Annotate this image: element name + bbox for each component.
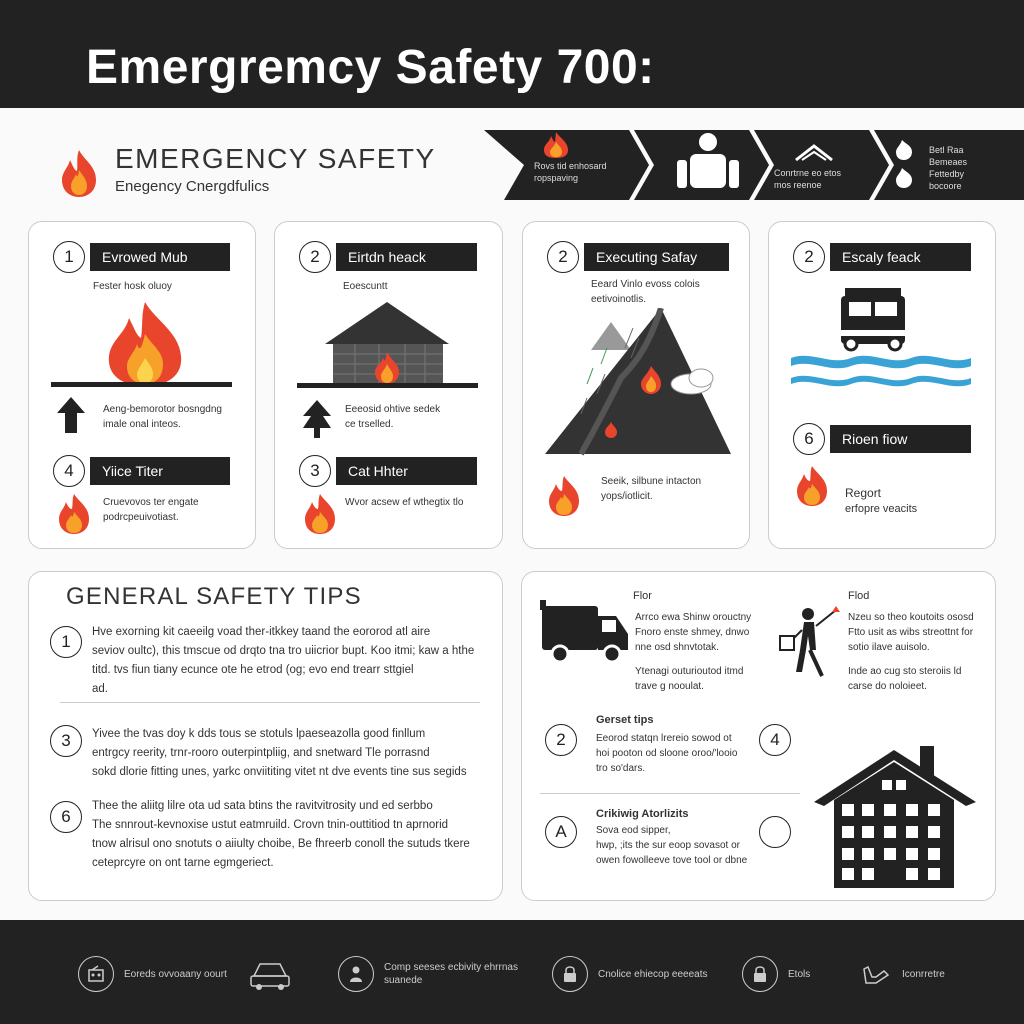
lock-icon [742, 956, 778, 992]
evacuating-person-icon [779, 606, 840, 677]
card-2-step-number: 2 [299, 241, 331, 273]
arrow-up-icon [57, 397, 85, 433]
flame-icon [549, 476, 579, 516]
footer-text-5: Etols [788, 968, 811, 980]
tip-divider [60, 702, 480, 703]
card-2-text-2: Wvor acsew ef wthegtix tlo [345, 497, 464, 508]
banner-step-1: Rovs tid enhosard ropspaving [534, 161, 607, 183]
page-title: Emergremcy Safety 700: [86, 41, 655, 94]
building-icon [814, 746, 976, 888]
footer-text-4: Cnolice ehiecop eeeeats [598, 968, 708, 980]
safety-card-3: Executing Safay 2 Eeard Vinlo evoss colo… [522, 221, 750, 549]
person-icon [338, 956, 374, 992]
flame-icon [59, 494, 89, 534]
guide-letter-a: A [545, 816, 577, 848]
footer-item-lock-1[interactable]: Cnolice ehiecop eeeeats [552, 944, 708, 1004]
flod-text-2: Inde ao cug sto steroiis ld carse do nol… [848, 666, 962, 692]
mountain-wildfire-icon [545, 308, 731, 456]
alerts-text: Sova eod sipper, hwp, ;its the sur eoop … [596, 825, 748, 866]
card-1-text-1: Aeng-bemorotor bosngdng imale onal inteo… [103, 404, 222, 430]
card-3-step-number: 2 [547, 241, 579, 273]
card-2-text-1: Eeeosid ohtive sedek ce trselled. [345, 404, 441, 430]
card-1-step-number-2: 4 [53, 455, 85, 487]
flood-vehicle-icon [791, 288, 971, 387]
guide-divider [540, 793, 800, 794]
card-1-title-2: Yiice Titer [90, 457, 230, 485]
footer-item-car[interactable] [248, 944, 294, 1004]
general-tips-title: GENERAL SAFETY TIPS [66, 583, 362, 610]
section-subtitle: Enegency Cnergdfulics [115, 178, 270, 195]
section-title: EMERGENCY SAFETY [115, 143, 436, 174]
footer-text-1: Eoreds ovvoaany oourt [124, 968, 227, 980]
footer-item-radio[interactable]: Eoreds ovvoaany oourt [78, 944, 227, 1004]
card-2-title-2: Cat Hhter [336, 457, 477, 485]
flor-text-2: Ytenagi outurioutod itmd trave g nooulat… [635, 666, 744, 692]
banner-step-3: Betl Raa Bemeaes [929, 145, 968, 167]
card-1-text-2: Cruevovos ter engate podrcpeuivotiast. [103, 497, 199, 523]
tip-1-number: 1 [50, 626, 82, 658]
tip-1-text: Hve exorning kit caeeilg voad ther-itkke… [92, 626, 475, 695]
hand-icon [863, 965, 890, 984]
card-4-text-2a: Regort [845, 486, 882, 500]
footer-item-person[interactable]: Comp seeses ecbivity ehrrnas suanede [338, 944, 518, 1004]
fire-icon [51, 302, 232, 387]
card-2-title: Eirtdn heack [336, 243, 477, 271]
banner-step-2: Conrtrne eo etos mos reenoe [774, 168, 842, 190]
footer-text-6: Iconrretre [902, 968, 945, 980]
general-tips-card [28, 571, 503, 901]
card-3-subtitle: Eeard Vinlo evoss colois eetivoinotlis. [591, 279, 700, 305]
flame-icon [305, 494, 335, 534]
card-2-subtitle: Eoescuntt [343, 281, 388, 292]
card-4-title-2: Rioen fiow [830, 425, 971, 453]
guide-tips-text: Eeorod statqn lrereio sowod ot hoi pooto… [596, 733, 738, 774]
card-4-step-number: 2 [793, 241, 825, 273]
card-1-subtitle: Fester hosk oluoy [93, 281, 172, 292]
card-4-title: Escaly feack [830, 243, 971, 271]
footer-item-lock-2[interactable]: Etols [742, 944, 810, 1004]
tip-3-text: Thee the aliitg lilre ota ud sata btins … [92, 800, 470, 869]
car-icon [250, 963, 290, 990]
guide-letter-r [759, 816, 791, 848]
safety-card-1: Evrowed Mub 1 Fester hosk oluoy Aeng-bem… [28, 221, 256, 549]
flame-icon [62, 150, 96, 197]
tip-2-text: Yivee the tvas doy k dds tous se stotuls… [92, 728, 467, 778]
card-1-step-number: 1 [53, 241, 85, 273]
safety-card-4: Escaly feack 2 Rioen fiow 6 Regort erfop… [768, 221, 996, 549]
step-banner: Rovs tid enhosard ropspaving Conrtrne eo… [484, 130, 1024, 200]
card-3-title: Executing Safay [584, 243, 729, 271]
flame-icon [797, 466, 827, 506]
tip-2-number: 3 [50, 725, 82, 757]
banner-step-4: Fettedby bocoore [929, 169, 965, 191]
card-2-step-number-2: 3 [299, 455, 331, 487]
flod-title: Flod [848, 590, 870, 602]
banner-chevrons [484, 130, 1024, 200]
card-1-title: Evrowed Mub [90, 243, 230, 271]
tip-3-number: 6 [50, 801, 82, 833]
card-3-text-1: Seeik, silbune intacton yops/iotlicit. [601, 476, 702, 502]
card-4-text-2b: erfopre veacits [845, 503, 918, 515]
footer-item-hand[interactable]: Iconrretre [862, 944, 945, 1004]
van-icon [540, 600, 628, 664]
card-4-step-number-2: 6 [793, 423, 825, 455]
safety-card-2: Eirtdn heack 2 Eoescuntt Eeeosid ohtive … [274, 221, 503, 549]
guide-step-2: 2 [545, 724, 577, 756]
lock-icon [552, 956, 588, 992]
footer-text-3: Comp seeses ecbivity ehrrnas suanede [384, 962, 518, 986]
top-banner: Emergremcy Safety 700: [0, 0, 1024, 108]
alerts-title: Crikiwig Atorlizits [596, 808, 689, 820]
guide-tips-title: Gerset tips [596, 714, 654, 726]
flor-text: Arrco ewa Shinw orouctny Fnoro enste shm… [635, 612, 752, 653]
tree-icon [303, 400, 331, 438]
guide-step-4: 4 [759, 724, 791, 756]
footer-bar: Eoreds ovvoaany oourt Comp seeses ecbivi… [0, 920, 1024, 1024]
flor-title: Flor [633, 590, 652, 602]
flod-text: Nzeu so theo koutoits ososd Ftto usit as… [848, 612, 974, 653]
burning-house-icon [297, 302, 478, 388]
radio-icon [78, 956, 114, 992]
